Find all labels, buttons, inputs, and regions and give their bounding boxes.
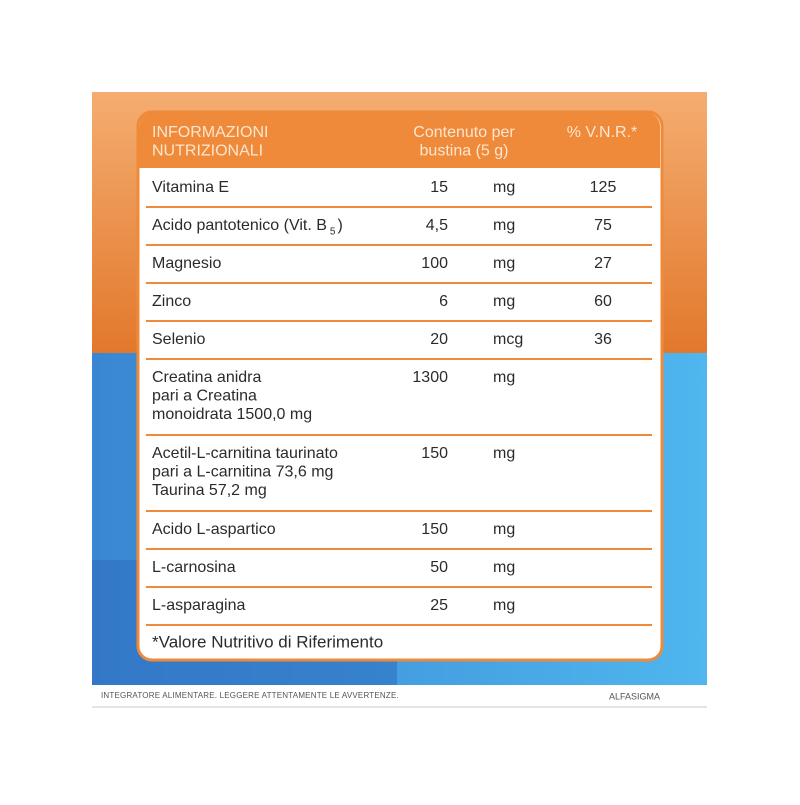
nutrient-name: Creatina anidra <box>152 369 262 386</box>
unit: mg <box>493 255 515 272</box>
unit: mg <box>493 369 515 386</box>
unit: mg <box>493 293 515 310</box>
footer-warning: INTEGRATORE ALIMENTARE. LEGGERE ATTENTAM… <box>101 691 399 700</box>
nutrient-name: pari a Creatina <box>152 388 257 405</box>
vnr: 27 <box>594 255 612 272</box>
amount: 20 <box>430 331 448 348</box>
nutrient-name: pari a L-carnitina 73,6 mg <box>152 464 333 481</box>
nutrient-name: Acido L-aspartico <box>152 521 276 538</box>
nutrient-name-end: ) <box>337 217 342 234</box>
vnr: 75 <box>594 217 612 234</box>
unit: mg <box>493 445 515 462</box>
amount: 100 <box>421 255 448 272</box>
nutrient-name: Selenio <box>152 331 205 348</box>
footnote: *Valore Nutritivo di Riferimento <box>152 632 383 651</box>
amount: 1300 <box>412 369 448 386</box>
amount: 6 <box>439 293 448 310</box>
header-band <box>139 113 660 168</box>
header-nutrient: INFORMAZIONI <box>152 124 268 141</box>
amount: 15 <box>430 179 448 196</box>
nutrient-name: Acetil-L-carnitina taurinato <box>152 445 338 462</box>
header-content: bustina (5 g) <box>420 143 509 160</box>
unit: mcg <box>493 331 523 348</box>
amount: 4,5 <box>426 217 448 234</box>
unit: mg <box>493 179 515 196</box>
amount: 150 <box>421 445 448 462</box>
header-nutrient: NUTRIZIONALI <box>152 143 263 160</box>
nutrient-name: monoidrata 1500,0 mg <box>152 406 312 423</box>
unit: mg <box>493 217 515 234</box>
table-card <box>136 110 664 662</box>
nutrient-name: Acido pantotenico (Vit. B <box>152 217 327 234</box>
nutrient-name: L-carnosina <box>152 559 236 576</box>
unit: mg <box>493 521 515 538</box>
vnr: 60 <box>594 293 612 310</box>
nutrient-name: Magnesio <box>152 255 221 272</box>
vnr: 125 <box>590 179 617 196</box>
header-vnr: % V.N.R.* <box>567 124 638 141</box>
nutrition-table: INFORMAZIONI NUTRIZIONALI Contenuto per bus… <box>146 124 652 651</box>
nutrient-name: Vitamina E <box>152 179 229 196</box>
nutrient-name: L-asparagina <box>152 597 246 614</box>
brand: ALFASIGMA <box>609 691 660 701</box>
unit: mg <box>493 597 515 614</box>
vnr: 36 <box>594 331 612 348</box>
amount: 150 <box>421 521 448 538</box>
unit: mg <box>493 559 515 576</box>
header-content: Contenuto per <box>413 124 515 141</box>
nutrient-name: Taurina 57,2 mg <box>152 482 267 499</box>
amount: 25 <box>430 597 448 614</box>
amount: 50 <box>430 559 448 576</box>
subscript: 5 <box>330 227 336 238</box>
nutrient-name: Zinco <box>152 293 191 310</box>
